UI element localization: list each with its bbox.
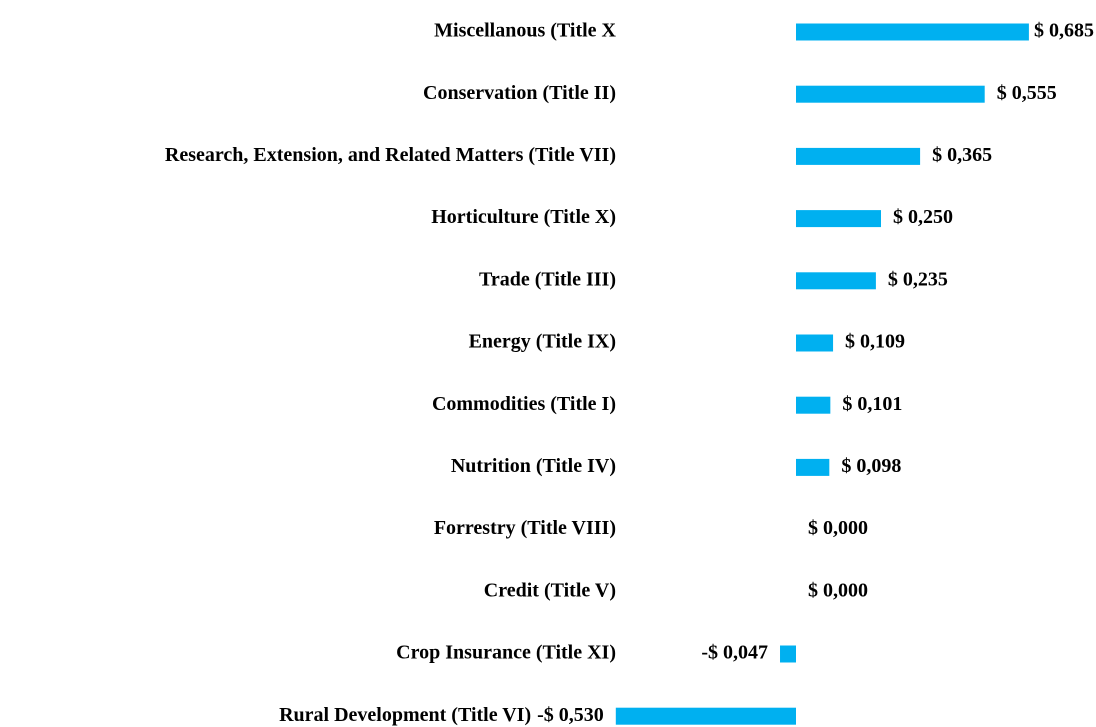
value-label: $ 0,101 [842, 393, 902, 415]
value-label: -$ 0,047 [701, 642, 768, 664]
category-label: Rural Development (Title VI) [279, 704, 531, 726]
value-label: $ 0,235 [888, 268, 948, 290]
category-label: Horticulture (Title X) [431, 206, 616, 228]
bar [796, 458, 830, 476]
category-label: Energy (Title IX) [469, 331, 616, 353]
category-label: Conservation (Title II) [423, 82, 616, 104]
category-label: Forrestry (Title VIII) [434, 517, 616, 539]
value-label: $ 0,109 [845, 331, 905, 353]
value-label: -$ 0,530 [537, 704, 604, 726]
value-label: $ 0,000 [808, 517, 868, 539]
bar [796, 396, 831, 414]
category-label: Trade (Title III) [479, 268, 616, 290]
category-label: Crop Insurance (Title XI) [396, 642, 616, 664]
value-label: $ 0,098 [841, 455, 901, 477]
bar [796, 147, 921, 165]
bar [796, 23, 1029, 41]
category-label: Commodities (Title I) [432, 393, 616, 415]
category-label: Credit (Title V) [484, 579, 616, 601]
value-label: $ 0,555 [997, 82, 1057, 104]
bar [780, 645, 796, 663]
bar [796, 85, 985, 103]
bar [796, 272, 876, 290]
value-label: $ 0,250 [893, 206, 953, 228]
bar [796, 334, 834, 352]
category-label: Miscellanous (Title X [434, 20, 616, 42]
value-label: $ 0,685 [1034, 20, 1094, 42]
category-label: Research, Extension, and Related Matters… [165, 144, 616, 166]
bar [796, 210, 881, 228]
bar [615, 707, 796, 725]
value-label: $ 0,365 [932, 144, 992, 166]
value-label: $ 0,000 [808, 579, 868, 601]
category-label: Nutrition (Title IV) [451, 455, 616, 477]
